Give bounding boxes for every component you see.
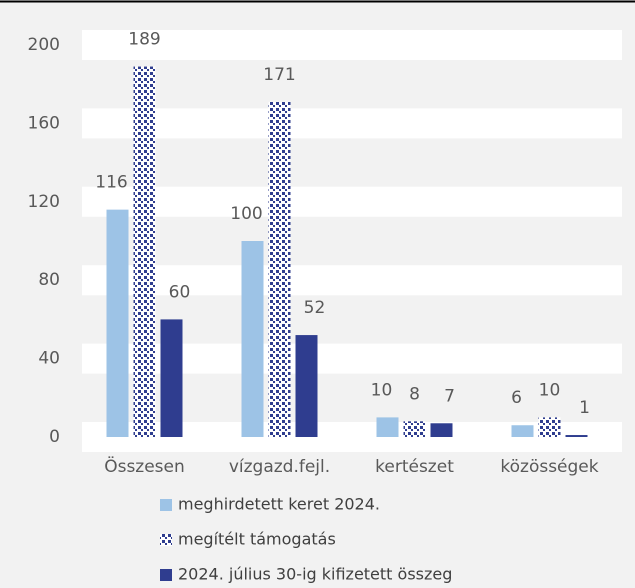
x-tick-label: vízgazd.fejl. [229,457,330,477]
data-label: 52 [304,298,326,318]
data-label: 6 [511,388,522,408]
bar [565,435,588,437]
legend-swatch [160,534,172,546]
data-label: 10 [539,380,561,400]
legend-label: megítélt támogatás [178,530,336,549]
data-label: 8 [409,384,420,404]
data-label: 10 [371,380,393,400]
bar [403,421,426,437]
legend-swatch [160,569,172,581]
bar [295,335,318,437]
x-tick-label: közösségek [500,457,598,477]
bar [133,66,156,437]
bar [160,319,183,437]
bar [430,423,453,437]
bar [511,425,534,437]
legend-label: meghirdetett keret 2024. [178,495,380,514]
y-tick-label: 120 [28,192,60,212]
x-tick-label: kertészet [375,457,454,477]
bar [268,101,291,437]
y-tick-label: 40 [38,349,60,369]
data-label: 100 [230,204,262,224]
data-label: 116 [95,173,127,193]
bar [106,209,129,437]
data-label: 7 [444,386,455,406]
legend-swatch [160,499,172,511]
data-label: 171 [263,65,295,85]
data-label: 189 [128,30,160,50]
x-tick-label: Összesen [104,455,185,477]
y-tick-label: 0 [49,427,60,447]
y-tick-label: 160 [28,113,60,133]
bar [376,417,399,437]
legend-label: 2024. július 30-ig kifizetett összeg [178,565,452,584]
bar [538,417,561,437]
data-label: 1 [579,398,590,418]
bar [241,241,264,437]
data-label: 60 [169,282,191,302]
y-tick-label: 200 [28,35,60,55]
y-tick-label: 80 [38,270,60,290]
